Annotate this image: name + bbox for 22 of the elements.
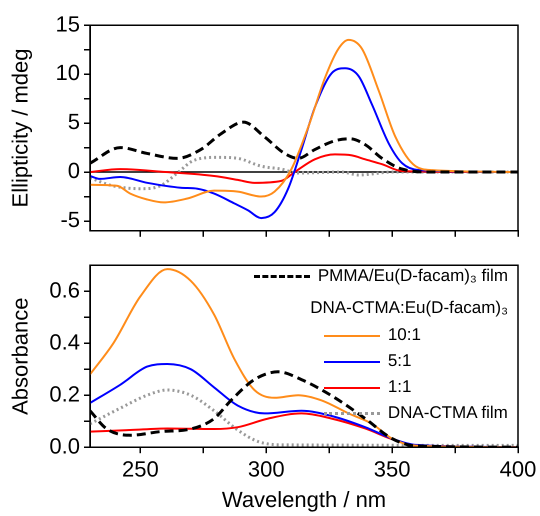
y-tick-label: 0.6 — [49, 277, 80, 302]
y-tick-label: 10 — [56, 60, 80, 86]
y-tick-label: 0.2 — [49, 381, 80, 406]
y-tick-label: 0 — [68, 158, 80, 184]
x-tick-label: 250 — [122, 456, 159, 482]
legend-label: PMMA/Eu(D-facam)₃ film — [318, 266, 508, 285]
y-axis-title: Absorbance — [7, 297, 32, 415]
legend-label: DNA-CTMA film — [388, 403, 508, 422]
y-tick-label: 5 — [68, 109, 80, 134]
y-axis-title: Ellipticity / mdeg — [7, 48, 32, 208]
x-tick-label: 300 — [248, 456, 285, 482]
x-tick-label: 350 — [374, 456, 410, 482]
legend-label: 10:1 — [388, 325, 421, 344]
legend-label: 5:1 — [388, 351, 412, 370]
x-tick-label: 400 — [500, 456, 536, 482]
legend-label: 1:1 — [388, 377, 412, 396]
y-tick-label: -5 — [60, 207, 80, 232]
legend-title: DNA-CTMA:Eu(D-facam)₃ — [309, 297, 508, 319]
y-tick-label: 15 — [56, 11, 80, 36]
y-tick-label: 0.4 — [49, 329, 80, 354]
x-axis-title: Wavelength / nm — [222, 486, 386, 512]
y-tick-label: 0.0 — [49, 433, 80, 458]
